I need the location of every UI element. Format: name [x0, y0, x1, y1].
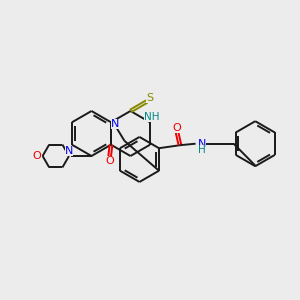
Text: O: O	[105, 156, 114, 166]
Text: NH: NH	[144, 112, 159, 122]
Text: O: O	[33, 151, 42, 161]
Text: S: S	[146, 93, 153, 103]
Text: N: N	[65, 146, 73, 156]
Text: N: N	[197, 139, 206, 149]
Text: N: N	[111, 119, 120, 129]
Text: O: O	[172, 123, 181, 133]
Text: H: H	[198, 145, 206, 155]
